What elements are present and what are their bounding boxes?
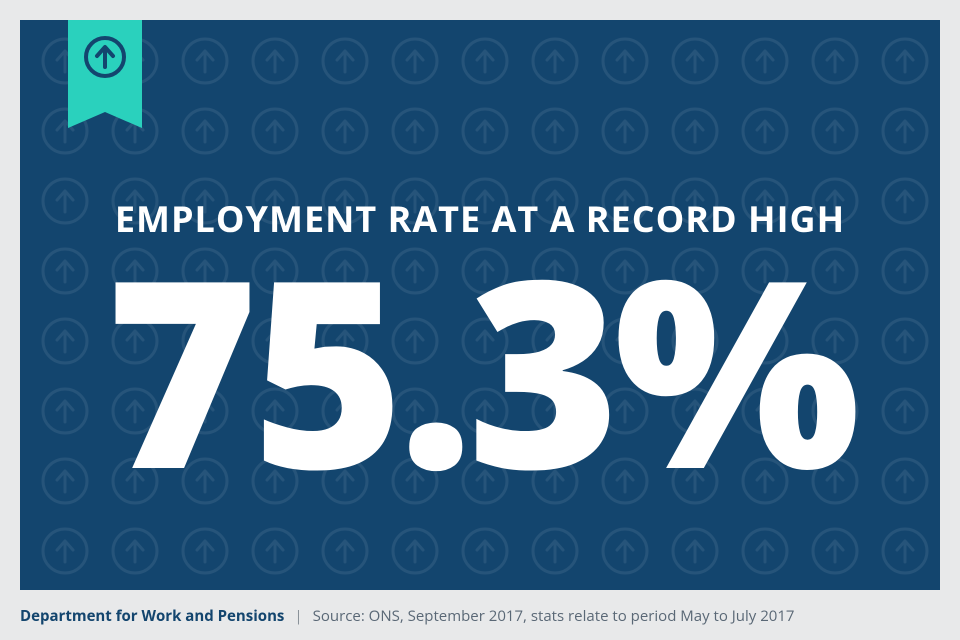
footer-separator: | — [294, 606, 302, 626]
arrow-up-circle-icon — [82, 34, 128, 80]
infographic-card: EMPLOYMENT RATE AT A RECORD HIGH 75.3% — [20, 20, 940, 590]
ribbon-badge — [68, 20, 142, 112]
footer-department: Department for Work and Pensions — [20, 606, 284, 626]
footer: Department for Work and Pensions | Sourc… — [20, 606, 940, 626]
footer-source: Source: ONS, September 2017, stats relat… — [313, 606, 795, 626]
stat-value: 75.3% — [20, 238, 940, 498]
